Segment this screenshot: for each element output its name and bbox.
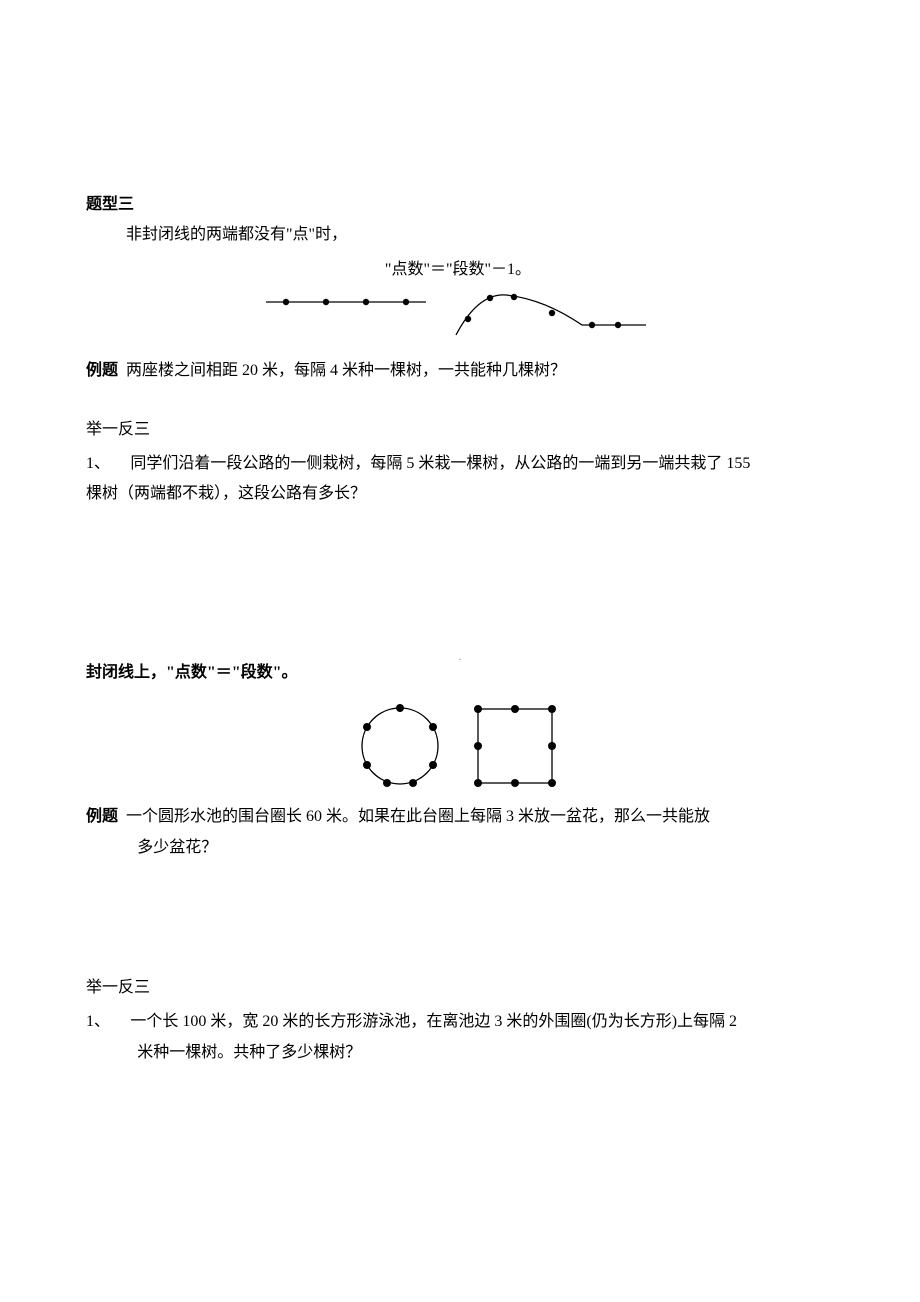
exercise-number: 1、 bbox=[86, 449, 124, 479]
example-text-line1: 一个圆形水池的围台圈长 60 米。如果在此台圈上每隔 3 米放一盆花，那么一共能… bbox=[126, 802, 830, 832]
document-page: 题型三 非封闭线的两端都没有"点"时， "点数"＝"段数"－1。 例题 两座楼之… bbox=[0, 0, 920, 1302]
closed-diagrams bbox=[86, 700, 830, 792]
exercise-text-line2: 米种一棵树。共种了多少棵树？ bbox=[86, 1038, 830, 1068]
exercise-number: 1、 bbox=[86, 1007, 124, 1037]
section3-diagrams bbox=[86, 287, 830, 342]
exercise-text-line2: 棵树（两端都不栽），这段公路有多长？ bbox=[86, 479, 830, 509]
section3-variant-1: 1、 同学们沿着一段公路的一侧栽树，每隔 5 米栽一棵树，从公路的一端到另一端共… bbox=[86, 449, 830, 479]
section3-intro: 非封闭线的两端都没有"点"时， bbox=[86, 220, 830, 250]
exercise-text-line1: 一个长 100 米，宽 20 米的长方形游泳池，在离池边 3 米的外围圈(仍为长… bbox=[130, 1007, 830, 1037]
closed-example: 例题 一个圆形水池的围台圈长 60 米。如果在此台圈上每隔 3 米放一盆花，那么… bbox=[86, 802, 830, 832]
section3-heading: 题型三 bbox=[86, 190, 830, 220]
closed-circle-diagram bbox=[355, 700, 445, 792]
closed-variants-heading: 举一反三 bbox=[86, 973, 830, 1003]
open-curve-diagram bbox=[450, 287, 650, 342]
example-text-line2: 多少盆花？ bbox=[86, 833, 830, 863]
closed-variant-1: 1、 一个长 100 米，宽 20 米的长方形游泳池，在离池边 3 米的外围圈(… bbox=[86, 1007, 830, 1037]
section3-formula: "点数"＝"段数"－1。 bbox=[86, 255, 830, 285]
page-center-marker: · bbox=[458, 651, 461, 670]
example-text: 两座楼之间相距 20 米，每隔 4 米种一棵树，一共能种几棵树？ bbox=[126, 356, 830, 386]
example-label: 例题 bbox=[86, 802, 118, 832]
section3-example: 例题 两座楼之间相距 20 米，每隔 4 米种一棵树，一共能种几棵树？ bbox=[86, 356, 830, 386]
example-label: 例题 bbox=[86, 356, 118, 386]
section3-variants-heading: 举一反三 bbox=[86, 415, 830, 445]
open-line-diagram bbox=[266, 287, 426, 317]
closed-square-diagram bbox=[469, 700, 561, 792]
exercise-text-line1: 同学们沿着一段公路的一侧栽树，每隔 5 米栽一棵树，从公路的一端到另一端共栽了 … bbox=[130, 449, 830, 479]
